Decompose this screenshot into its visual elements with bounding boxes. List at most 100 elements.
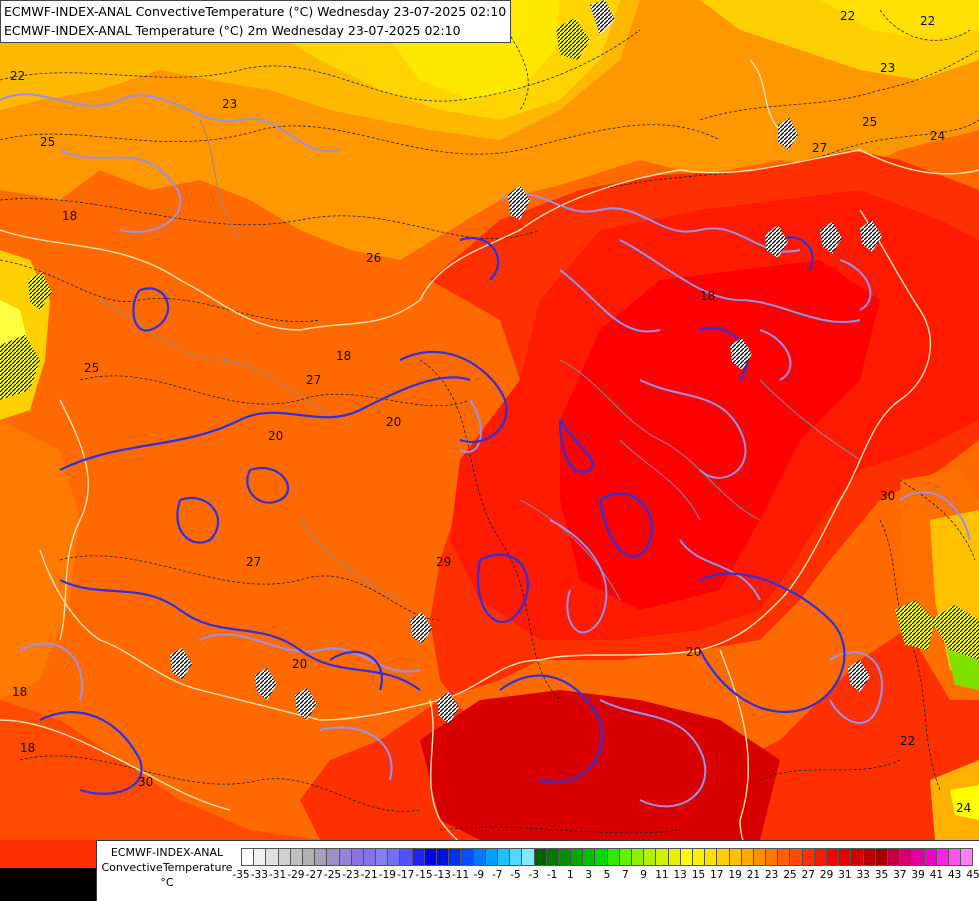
legend-swatch bbox=[680, 848, 693, 866]
orange-zone-west bbox=[0, 420, 80, 700]
legend-swatch bbox=[302, 848, 316, 866]
contour-label: 27 bbox=[812, 141, 827, 155]
legend-tick-label: 39 bbox=[911, 869, 925, 881]
legend-swatch bbox=[510, 848, 523, 866]
legend-swatch bbox=[924, 848, 937, 866]
legend-tick-label: -29 bbox=[287, 869, 305, 881]
legend-tick-label: 21 bbox=[746, 869, 761, 881]
legend-swatch bbox=[558, 848, 572, 866]
legend-tick-label: -9 bbox=[473, 869, 485, 881]
legend-swatch bbox=[778, 848, 791, 866]
title-convective-temperature: ECMWF-INDEX-ANAL ConvectiveTemperature (… bbox=[4, 4, 507, 19]
legend-swatch bbox=[692, 848, 706, 866]
legend-tick-label: -21 bbox=[360, 869, 378, 881]
legend-swatch bbox=[424, 848, 437, 866]
dark-red-zone-south bbox=[420, 690, 780, 860]
legend-tick-label: -17 bbox=[397, 869, 415, 881]
legend-tick-label: -33 bbox=[250, 869, 268, 881]
legend-swatch bbox=[875, 848, 888, 866]
legend-swatch bbox=[497, 848, 511, 866]
contour-label: 22 bbox=[10, 69, 25, 83]
legend-swatch bbox=[254, 848, 267, 866]
legend-swatch bbox=[607, 848, 620, 866]
legend-swatch bbox=[278, 848, 291, 866]
convective-contours-light bbox=[0, 93, 971, 808]
legend-swatch bbox=[546, 848, 559, 866]
legend-tick-label: -5 bbox=[510, 869, 521, 881]
legend-swatch bbox=[571, 848, 584, 866]
legend-tick-label: 27 bbox=[801, 869, 815, 881]
legend-tick-label: 1 bbox=[567, 869, 574, 881]
legend-swatch bbox=[522, 848, 535, 866]
contour-label: 18 bbox=[700, 289, 715, 303]
contour-label: 18 bbox=[336, 349, 351, 363]
contour-label: 18 bbox=[12, 685, 27, 699]
legend-swatch bbox=[485, 848, 498, 866]
legend-swatch bbox=[595, 848, 608, 866]
legend-tick-label: 33 bbox=[856, 869, 870, 881]
legend-tick-label: -25 bbox=[323, 869, 342, 881]
legend-tick-label: 5 bbox=[603, 869, 611, 881]
legend-swatch bbox=[412, 848, 425, 866]
legend-swatch bbox=[339, 848, 352, 866]
contour-label: 18 bbox=[62, 209, 77, 223]
legend-swatch bbox=[241, 848, 255, 866]
contour-label: 27 bbox=[306, 373, 321, 387]
legend-swatch bbox=[290, 848, 303, 866]
contour-label: 20 bbox=[292, 657, 307, 671]
legend-tick-label: 19 bbox=[728, 869, 742, 881]
contour-label: 30 bbox=[138, 775, 153, 789]
contour-label: 23 bbox=[880, 61, 895, 75]
legend-tick-label: 43 bbox=[948, 869, 962, 881]
legend-swatch bbox=[863, 848, 876, 866]
legend-title: ECMWF-INDEX-ANAL ConvectiveTemperature °… bbox=[97, 845, 237, 890]
legend-swatch bbox=[839, 848, 852, 866]
legend-swatch bbox=[802, 848, 815, 866]
orange-red-zone-southwest bbox=[0, 700, 320, 840]
contour-label: 27 bbox=[246, 555, 261, 569]
legend-tick-label: -19 bbox=[378, 869, 396, 881]
legend-swatch bbox=[351, 848, 364, 866]
legend-tick-label: 23 bbox=[765, 869, 779, 881]
legend-swatch bbox=[717, 848, 730, 866]
contour-label: 20 bbox=[686, 645, 701, 659]
legend-swatch bbox=[887, 848, 901, 866]
legend-tick-label: -1 bbox=[546, 869, 558, 881]
legend-swatch bbox=[790, 848, 803, 866]
legend-swatch bbox=[741, 848, 754, 866]
legend-tick-label: -35 bbox=[232, 869, 250, 881]
legend-tick-label: -13 bbox=[433, 869, 451, 881]
temperature-contours bbox=[0, 9, 979, 834]
legend-colorbar bbox=[241, 848, 974, 866]
legend-swatch bbox=[753, 848, 767, 866]
hot-core-zone bbox=[560, 260, 880, 610]
legend-tick-label: 17 bbox=[710, 869, 724, 881]
legend-swatch bbox=[814, 848, 827, 866]
legend-swatch bbox=[827, 848, 840, 866]
color-legend: ECMWF-INDEX-ANAL ConvectiveTemperature °… bbox=[96, 840, 979, 901]
contour-label: 24 bbox=[930, 129, 945, 143]
legend-swatch bbox=[376, 848, 389, 866]
contour-label: 29 bbox=[436, 555, 451, 569]
legend-tick-label: -23 bbox=[342, 869, 360, 881]
legend-swatch bbox=[363, 848, 377, 866]
contour-label: 26 bbox=[366, 251, 381, 265]
legend-tick-label: 3 bbox=[585, 869, 593, 881]
region-borders bbox=[99, 119, 861, 601]
convective-contours-dark bbox=[39, 236, 846, 795]
map-edge-corner bbox=[0, 868, 96, 900]
legend-tick-label: -7 bbox=[491, 869, 503, 881]
legend-tick-label: 35 bbox=[874, 869, 889, 881]
legend-tick-label: 29 bbox=[819, 869, 834, 881]
legend-swatch bbox=[473, 848, 486, 866]
contour-label: 23 bbox=[222, 97, 237, 111]
legend-tick-label: 15 bbox=[691, 869, 706, 881]
contour-label: 18 bbox=[20, 741, 35, 755]
legend-swatch bbox=[961, 848, 974, 866]
contour-label: 20 bbox=[268, 429, 283, 443]
legend-swatch bbox=[900, 848, 913, 866]
legend-tick-label: 45 bbox=[966, 869, 979, 881]
legend-swatch bbox=[766, 848, 779, 866]
